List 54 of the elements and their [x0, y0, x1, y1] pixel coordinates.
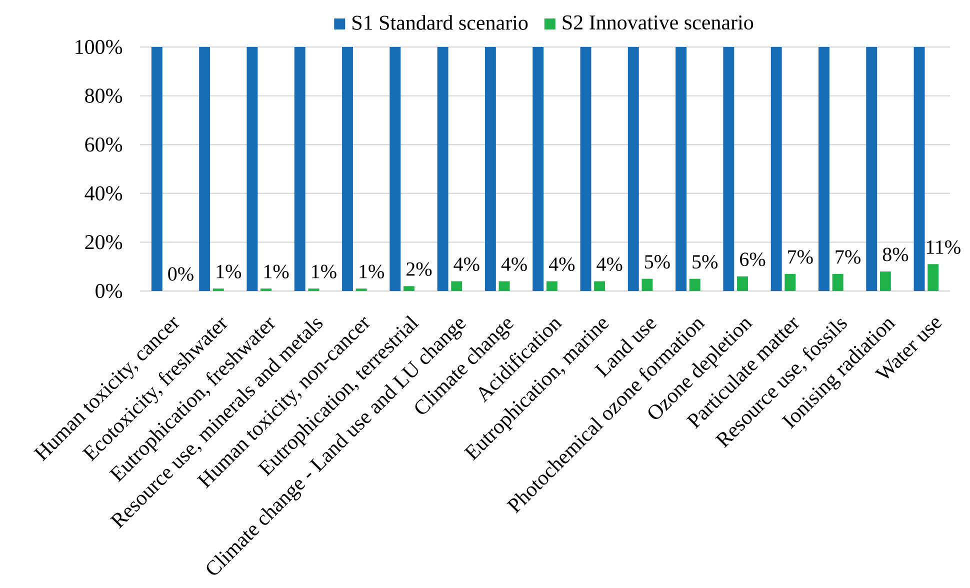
bar: [880, 271, 891, 291]
bar: [628, 46, 639, 291]
bar: [294, 46, 306, 291]
bar: [676, 46, 687, 291]
y-tick-label: 60%: [85, 137, 122, 152]
data-label: 2%: [406, 262, 432, 276]
data-label: 1%: [360, 264, 384, 278]
data-label: 4%: [596, 257, 622, 272]
bar: [451, 281, 462, 291]
bar: [818, 46, 830, 291]
bar: [246, 46, 258, 291]
y-tick-label: 80%: [85, 88, 122, 103]
bar: [342, 46, 353, 291]
data-label: 4%: [501, 257, 527, 272]
bar: [199, 46, 210, 291]
data-label: 7%: [788, 250, 813, 264]
bar: [437, 46, 448, 291]
bar: [484, 46, 496, 291]
data-label: 4%: [454, 257, 480, 272]
bar: [784, 274, 796, 291]
bar: [532, 46, 544, 291]
data-label: 0%: [168, 267, 194, 281]
y-tick-label: 40%: [84, 186, 122, 201]
bar: [390, 46, 401, 291]
data-label: 1%: [312, 264, 336, 278]
bar: [928, 264, 939, 291]
bar: [642, 278, 653, 291]
bar: [546, 281, 558, 291]
data-label: 4%: [548, 257, 575, 272]
bar: [594, 281, 606, 291]
y-tick-label: 20%: [85, 235, 122, 250]
bar: [689, 278, 700, 291]
bar: [723, 46, 734, 291]
data-label: 1%: [264, 264, 289, 278]
data-label: 7%: [836, 250, 860, 264]
bar: [498, 281, 510, 291]
legend-label: S2 Innovative scenario: [562, 15, 754, 30]
bar: [866, 46, 878, 291]
data-label: 6%: [740, 252, 766, 266]
bar: [832, 274, 844, 291]
data-label: 11%: [926, 240, 960, 254]
data-label: 8%: [882, 248, 908, 262]
y-tick-label: 0%: [96, 284, 122, 298]
bar: [737, 276, 748, 291]
data-label: 5%: [645, 255, 670, 269]
data-label: 5%: [692, 255, 718, 269]
bar: [770, 46, 782, 291]
bar: [914, 46, 925, 291]
bar: [151, 46, 162, 291]
bar: [580, 46, 592, 291]
data-label: 1%: [216, 264, 242, 278]
legend-label: S1 Standard scenario: [352, 15, 528, 30]
bar: [403, 286, 414, 291]
y-tick-label: 100%: [76, 40, 122, 54]
